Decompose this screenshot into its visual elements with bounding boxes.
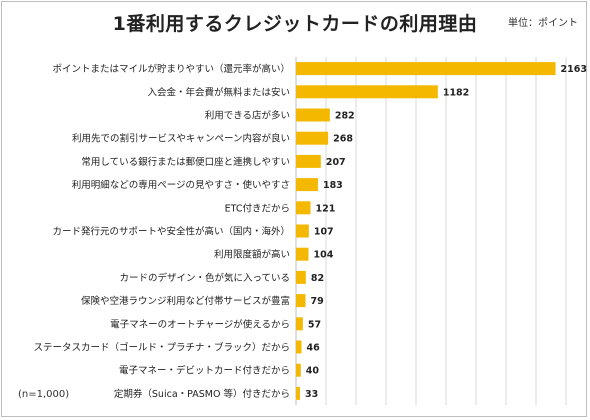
data-label: 40 bbox=[306, 366, 320, 377]
category-label: 利用限度額が高い bbox=[214, 249, 290, 261]
bar bbox=[296, 108, 330, 122]
category-label: 利用明細などの専用ページの見やすさ・使いやすさ bbox=[72, 179, 290, 191]
data-label: 57 bbox=[308, 319, 321, 330]
bar bbox=[296, 131, 329, 145]
category-label: 利用先での割引サービスやキャンペーン内容が良い bbox=[72, 133, 290, 145]
category-label: 保険や空港ラウンジ利用など付帯サービスが豊富 bbox=[81, 295, 290, 307]
category-label: ステータスカード（ゴールド・プラチナ・ブラック）だから bbox=[33, 342, 290, 354]
data-label: 107 bbox=[314, 227, 334, 238]
bar bbox=[296, 340, 302, 354]
bar bbox=[296, 294, 306, 308]
category-label: ETC付きだから bbox=[225, 203, 290, 214]
bar bbox=[296, 178, 318, 192]
category-label: 常用している銀行または郵便口座と連携しやすい bbox=[81, 156, 290, 168]
category-label: ポイントまたはマイルが貯まりやすい（還元率が高い） bbox=[52, 63, 290, 75]
bar bbox=[296, 201, 311, 215]
bar bbox=[296, 363, 301, 377]
data-label: 104 bbox=[313, 250, 333, 261]
category-label: 電子マネーのオートチャージが使えるから bbox=[110, 318, 290, 330]
category-label: 定期券（Suica・PASMO 等）付きだから bbox=[114, 388, 290, 400]
bar bbox=[296, 154, 321, 168]
data-label: 33 bbox=[305, 389, 318, 400]
bar bbox=[296, 85, 438, 99]
bar bbox=[296, 270, 306, 284]
bar bbox=[296, 62, 556, 76]
data-label: 121 bbox=[316, 203, 336, 214]
category-label: 入会金・年会費が無料または安い bbox=[147, 86, 290, 98]
data-label: 207 bbox=[326, 157, 346, 168]
unit-note: 単位：ポイント bbox=[508, 18, 578, 29]
category-label: 電子マネー・デビットカード付きだから bbox=[119, 365, 290, 377]
sample-size-note: (n=1,000) bbox=[18, 389, 70, 400]
category-label: 利用できる店が多い bbox=[205, 110, 290, 122]
bar bbox=[296, 247, 309, 261]
data-label: 1182 bbox=[443, 87, 469, 98]
data-label: 2163 bbox=[561, 64, 587, 75]
bar bbox=[296, 386, 300, 400]
data-label: 82 bbox=[311, 273, 324, 284]
category-label: カードのデザイン・色が気に入っている bbox=[119, 272, 290, 284]
data-label: 79 bbox=[310, 296, 323, 307]
bar bbox=[296, 224, 309, 238]
data-label: 268 bbox=[333, 134, 353, 145]
bar bbox=[296, 317, 303, 331]
category-label: カード発行元のサポートや安全性が高い（国内・海外） bbox=[52, 226, 290, 238]
chart-title: 1番利用するクレジットカードの利用理由 bbox=[112, 13, 478, 35]
data-label: 183 bbox=[323, 180, 343, 191]
data-label: 282 bbox=[335, 111, 355, 122]
data-label: 46 bbox=[307, 343, 321, 354]
